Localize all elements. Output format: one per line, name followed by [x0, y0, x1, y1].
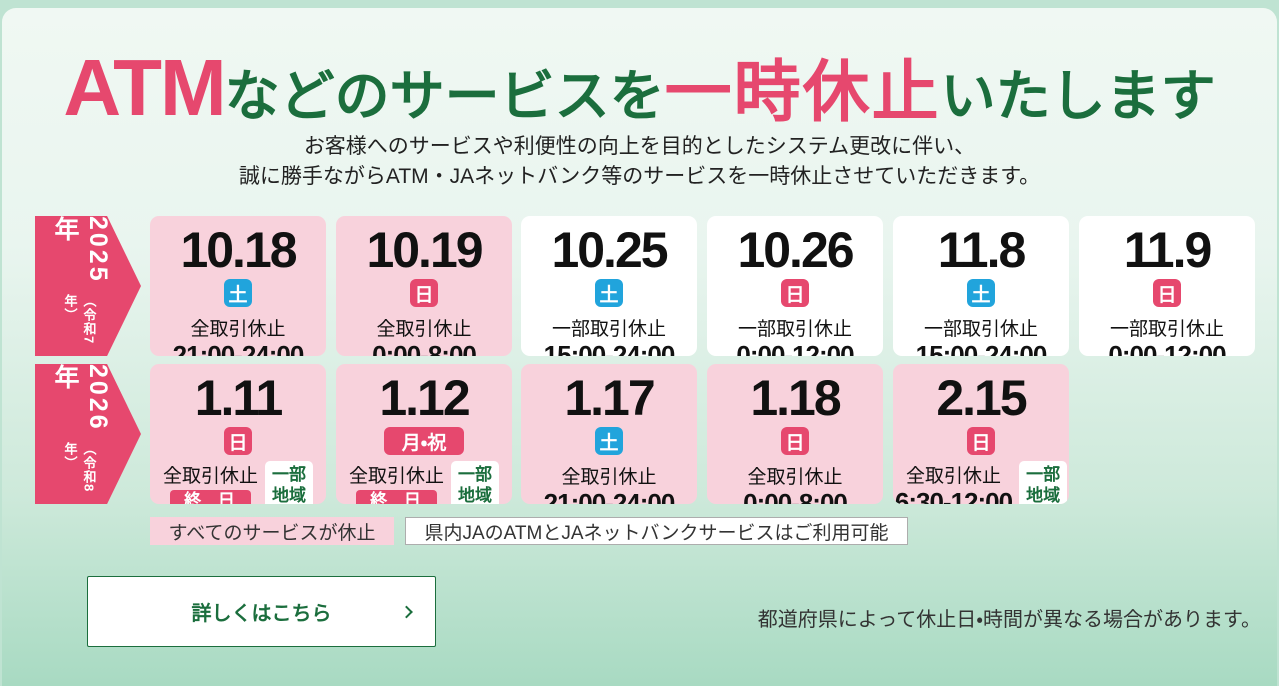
details-button[interactable]: 詳しくはこちら — [87, 576, 436, 647]
prefecture-note: 都道府県によって休止日・時間が異なる場合があります。 — [757, 609, 1261, 631]
card-status: 一部取引休止 — [551, 319, 666, 340]
saturday-badge: 土 — [967, 279, 995, 307]
all-day-badge: 終 日 — [356, 490, 437, 504]
card-time: 21:00-24:00 — [172, 340, 305, 356]
page-title: ATM などのサービスを 一時休止 いたします — [2, 38, 1277, 135]
card-date: 1.11 — [194, 370, 284, 426]
card-time: 0:00-8:00 — [743, 488, 848, 504]
card-date: 11.8 — [937, 222, 1027, 278]
sunday-badge: 日 — [410, 279, 438, 307]
card-time: 15:00-24:00 — [915, 340, 1048, 356]
partial-region-note: 一部 地域 — [265, 461, 313, 504]
title-suspension: 一時休止 — [664, 55, 941, 130]
card-status: 一部取引休止 — [1109, 319, 1224, 340]
partial-region-note: 一部 地域 — [451, 461, 499, 504]
date-card-1025: 10.25 土 一部取引休止 15:00-24:00 — [521, 216, 697, 356]
card-status: 全取引休止 — [162, 466, 258, 487]
sunday-badge: 日 — [781, 427, 809, 455]
sunday-badge: 日 — [224, 427, 252, 455]
partial-region-note: 一部 地域 — [1019, 461, 1068, 504]
year-arrow-2025: 2025年 （令和7年） — [35, 216, 141, 356]
holiday-badge: 月・祝 — [384, 427, 464, 455]
legend-services-available: 県内JAのATMとJAネットバンクサービスはご利用可能 — [405, 517, 908, 545]
card-date: 10.25 — [551, 222, 668, 278]
card-status: 全取引休止 — [348, 466, 444, 487]
card-status: 全取引休止 — [376, 319, 472, 340]
card-date: 2.15 — [936, 370, 1027, 426]
subtitle-line-1: お客様へのサービスや利便性の向上を目的としたシステム更改に伴い、 — [303, 135, 976, 158]
date-card-1018: 10.18 土 全取引休止 21:00-24:00 — [150, 216, 326, 356]
card-status: 全取引休止 — [905, 466, 1001, 487]
sunday-badge: 日 — [967, 427, 995, 455]
card-date: 10.26 — [737, 222, 854, 278]
card-time: 0:00-12:00 — [1108, 340, 1226, 356]
card-status: 全取引休止 — [747, 467, 843, 488]
card-time: 0:00-12:00 — [736, 340, 854, 356]
sunday-badge: 日 — [781, 279, 809, 307]
title-services: などのサービスを — [224, 65, 665, 127]
date-card-112: 1.12 月・祝 全取引休止 終 日 一部 地域 — [336, 364, 512, 504]
card-date: 11.9 — [1123, 222, 1213, 278]
details-button-label: 詳しくはこちら — [191, 603, 332, 625]
date-card-118: 11.8 土 一部取引休止 15:00-24:00 — [893, 216, 1069, 356]
saturday-badge: 土 — [224, 279, 252, 307]
sunday-badge: 日 — [1153, 279, 1181, 307]
card-status: 全取引休止 — [561, 467, 657, 488]
date-card-1019: 10.19 日 全取引休止 0:00-8:00 — [336, 216, 512, 356]
card-date: 10.19 — [366, 222, 483, 278]
service-suspension-banner: ATM などのサービスを 一時休止 いたします お客様へのサービスや利便性の向上… — [2, 8, 1277, 686]
title-atm: ATM — [63, 43, 226, 132]
all-day-badge: 終 日 — [170, 490, 251, 504]
legend-all-services-suspended: すべてのサービスが休止 — [150, 517, 394, 545]
card-status: 一部取引休止 — [923, 319, 1038, 340]
saturday-badge: 土 — [595, 279, 623, 307]
era-label: （令和8年） — [62, 441, 97, 493]
card-date: 10.18 — [180, 222, 297, 278]
card-date: 1.18 — [750, 370, 841, 426]
date-card-215: 2.15 日 全取引休止 6:30-12:00 一部 地域 — [893, 364, 1069, 504]
date-card-119: 11.9 日 一部取引休止 0:00-12:00 — [1079, 216, 1255, 356]
card-time: 0:00-8:00 — [372, 340, 477, 356]
year-label: 2025年 — [51, 216, 112, 284]
card-time: 15:00-24:00 — [543, 340, 676, 356]
era-label: （令和7年） — [62, 293, 97, 345]
date-card-111: 1.11 日 全取引休止 終 日 一部 地域 — [150, 364, 326, 504]
saturday-badge: 土 — [595, 427, 623, 455]
title-suffix: いたします — [940, 65, 1216, 127]
year-arrow-2026: 2026年 （令和8年） — [35, 364, 141, 504]
card-status: 一部取引休止 — [737, 319, 852, 340]
subtitle-line-2: 誠に勝手ながらATM・JAネットバンク等のサービスを一時休止させていただきます。 — [238, 165, 1041, 189]
card-time: 21:00-24:00 — [543, 488, 676, 504]
date-card-118b: 1.18 日 全取引休止 0:00-8:00 — [707, 364, 883, 504]
date-card-1026: 10.26 日 一部取引休止 0:00-12:00 — [707, 216, 883, 356]
year-label: 2026年 — [51, 364, 112, 432]
chevron-right-icon — [400, 605, 413, 618]
card-time: 6:30-12:00 — [894, 487, 1013, 504]
date-card-117: 1.17 土 全取引休止 21:00-24:00 — [521, 364, 697, 504]
card-status: 全取引休止 — [190, 319, 286, 340]
card-date: 1.12 — [379, 370, 470, 426]
card-date: 1.17 — [564, 370, 655, 426]
subtitle: お客様へのサービスや利便性の向上を目的としたシステム更改に伴い、 誠に勝手ながら… — [2, 132, 1277, 193]
